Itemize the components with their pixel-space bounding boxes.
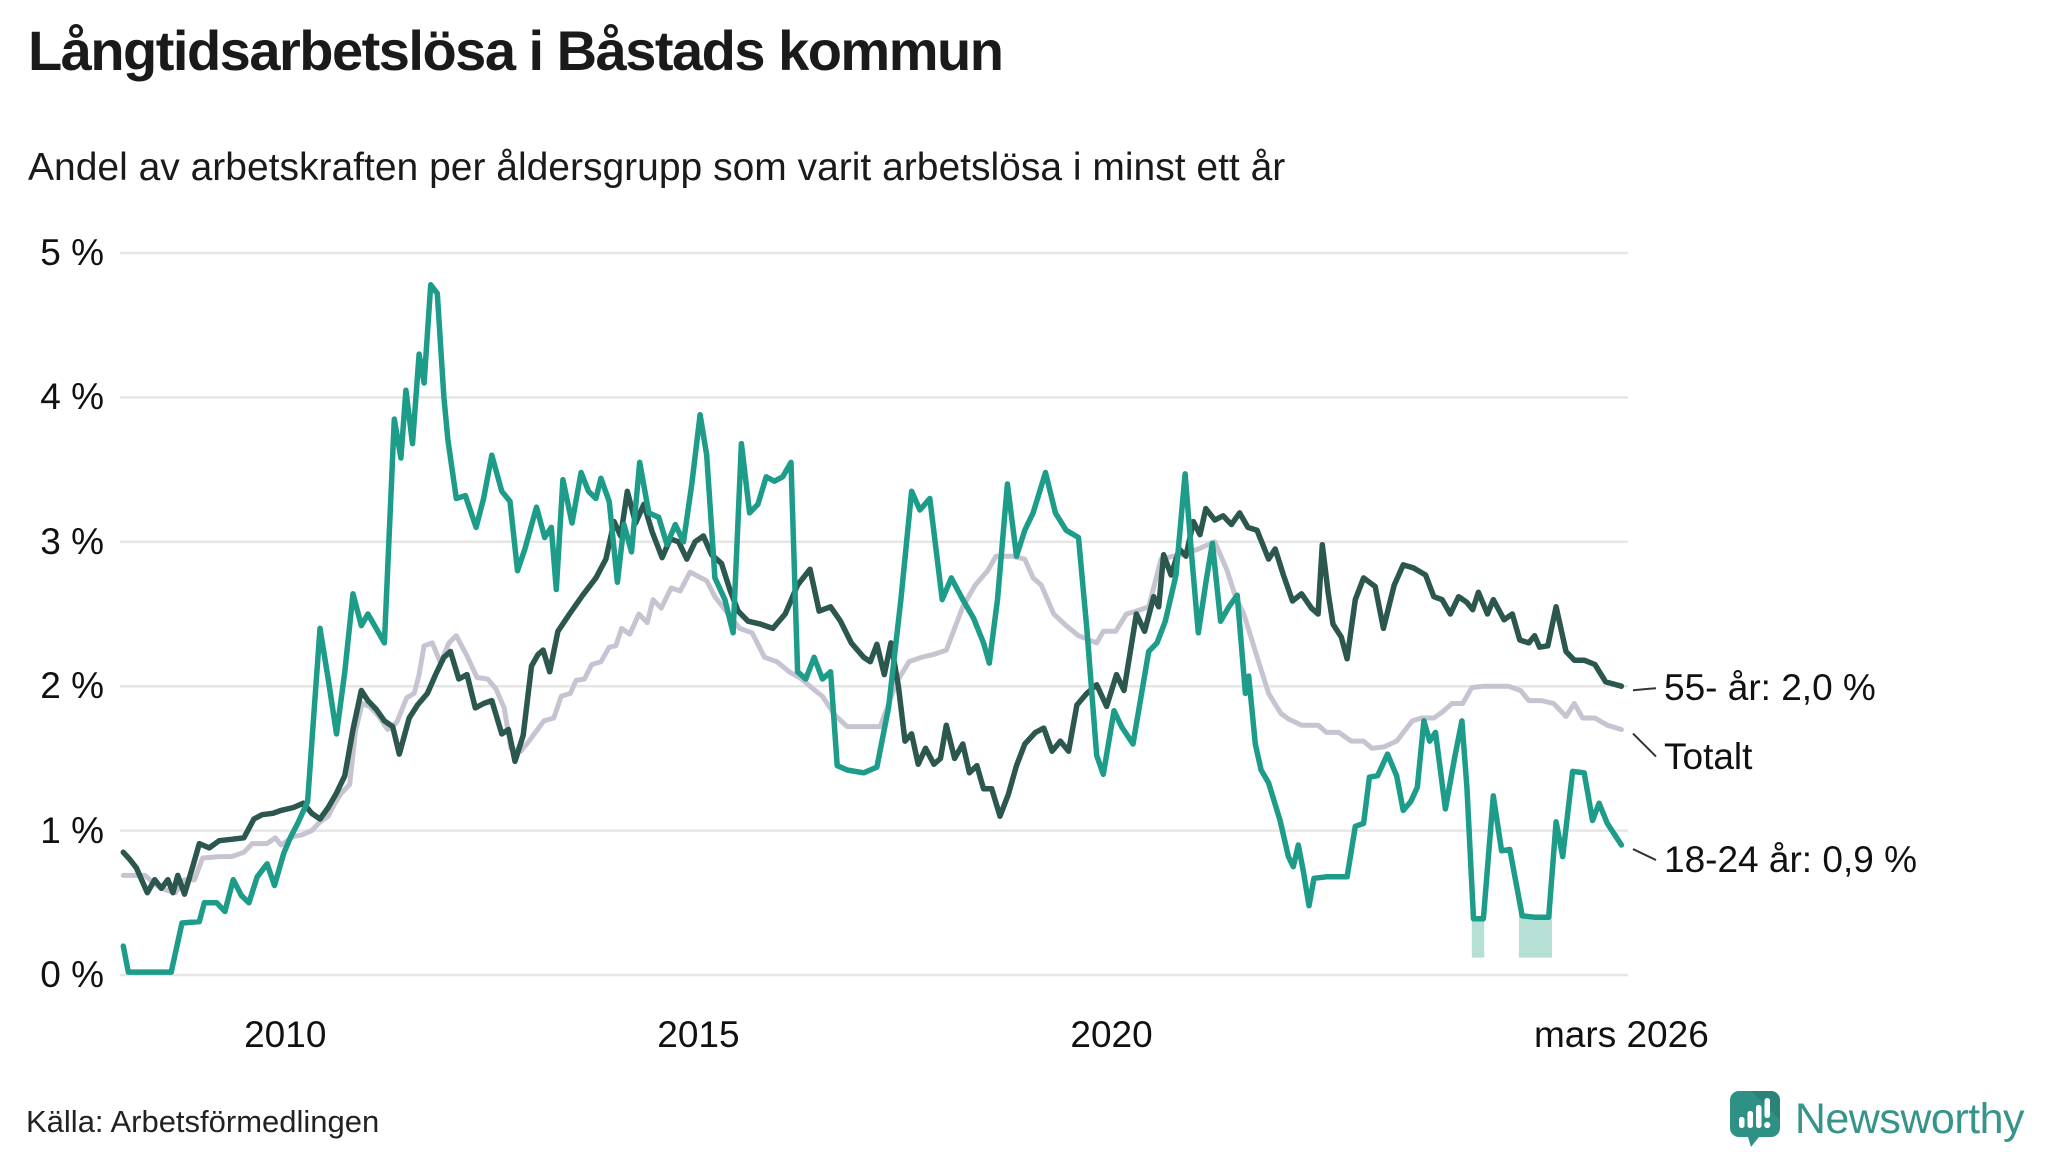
y-axis-tick-5: 5 %	[40, 232, 104, 273]
x-axis-tick-2015: 2015	[657, 1014, 740, 1055]
series-end-label-totalt: Totalt	[1664, 735, 1753, 777]
series-end-label-55: 55- år: 2,0 %	[1664, 667, 1876, 709]
uncertainty-band-1	[1518, 874, 1552, 958]
series-line-18-24	[120, 282, 1625, 975]
label-connector-totalt	[1632, 732, 1657, 758]
newsworthy-logo-icon	[1729, 1091, 1780, 1147]
page-subtitle: Andel av arbetskraften per åldersgrupp s…	[28, 146, 1286, 189]
y-axis-tick-2: 2 %	[40, 665, 104, 707]
y-axis-tick-3: 3 %	[40, 520, 104, 562]
x-axis-tick-2020: 2020	[1070, 1014, 1153, 1055]
newsworthy-branding: Newsworthy	[1729, 1090, 2025, 1148]
uncertainty-band-0	[1471, 885, 1485, 958]
x-axis-tick-2010: 2010	[244, 1014, 327, 1055]
label-connector-55	[1632, 687, 1657, 692]
y-axis-tick-0: 0 %	[40, 954, 104, 995]
series-end-label-18-24: 18-24 år: 0,9 %	[1664, 839, 1917, 881]
x-axis-tick-mars-2026: mars 2026	[1533, 1014, 1709, 1055]
newsworthy-wordmark: Newsworthy	[1794, 1094, 2025, 1143]
y-axis-tick-4: 4 %	[40, 376, 104, 418]
series-line-totalt	[120, 539, 1624, 896]
source-note: Källa: Arbetsförmedlingen	[26, 1104, 380, 1139]
y-axis-tick-1: 1 %	[40, 809, 104, 851]
page-title: Långtidsarbetslösa i Båstads kommun	[28, 19, 1004, 82]
label-connector-18-24	[1632, 848, 1657, 861]
